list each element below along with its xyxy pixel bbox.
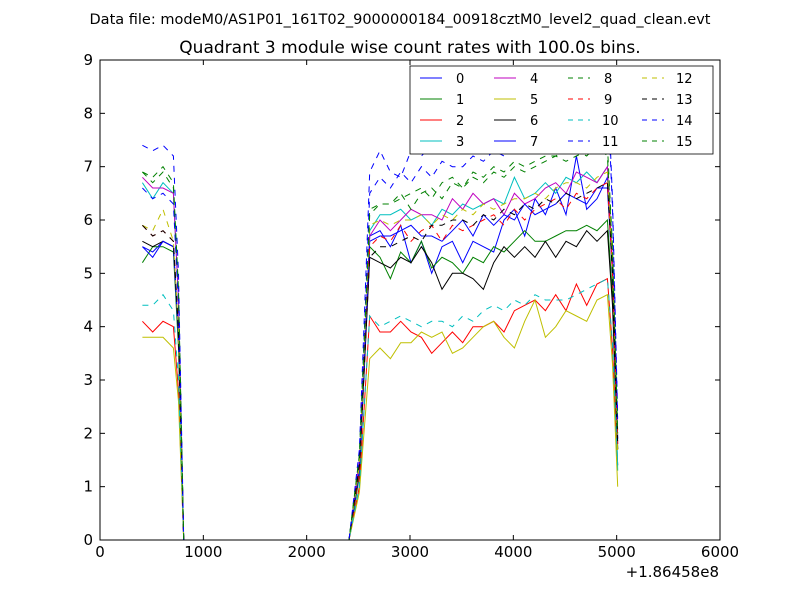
legend-label-6: 6 <box>530 114 538 129</box>
series-line-12 <box>142 171 619 540</box>
legend-label-3: 3 <box>456 135 464 150</box>
series-line-10 <box>142 277 619 540</box>
figure-suptitle: Data file: modeM0/AS1P01_161T02_90000001… <box>90 12 711 28</box>
legend-label-12: 12 <box>676 72 693 87</box>
legend-label-11: 11 <box>602 135 619 150</box>
series-line-7 <box>142 187 619 540</box>
series-line-1 <box>141 218 619 540</box>
y-tick-label: 4 <box>83 318 93 336</box>
legend-label-4: 4 <box>530 72 538 87</box>
series-line-5 <box>142 293 619 540</box>
legend-box <box>409 65 714 155</box>
legend-label-1: 1 <box>456 93 464 108</box>
y-tick-label: 7 <box>83 158 93 176</box>
series-line-11 <box>142 85 619 540</box>
series-line-0 <box>142 155 619 540</box>
series-line-2 <box>142 277 619 540</box>
legend-label-10: 10 <box>602 114 619 129</box>
legend-label-2: 2 <box>456 114 464 129</box>
x-tick-label: 2000 <box>288 543 326 561</box>
series-line-4 <box>142 165 619 540</box>
series-line-3 <box>141 165 619 540</box>
legend-label-13: 13 <box>676 93 693 108</box>
legend-label-0: 0 <box>456 72 464 87</box>
y-tick-label: 2 <box>83 424 93 442</box>
y-tick-label: 1 <box>83 478 93 496</box>
x-tick-label: 5000 <box>598 543 636 561</box>
y-tick-label: 0 <box>83 531 93 549</box>
y-tick-label: 8 <box>83 104 93 122</box>
x-tick-label: 4000 <box>494 543 532 561</box>
series-line-6 <box>142 229 619 540</box>
series-line-8 <box>142 144 619 540</box>
legend-label-7: 7 <box>530 135 538 150</box>
y-tick-label: 9 <box>83 51 93 69</box>
x-tick-label: 1000 <box>184 543 222 561</box>
legend-label-8: 8 <box>604 72 612 87</box>
x-tick-label: 6000 <box>701 543 739 561</box>
legend-label-9: 9 <box>604 93 612 108</box>
x-tick-label: 3000 <box>391 543 429 561</box>
chart-title: Quadrant 3 module wise count rates with … <box>179 38 640 58</box>
legend-label-14: 14 <box>676 114 693 129</box>
x-tick-label: 0 <box>95 543 105 561</box>
series-line-15 <box>142 144 619 540</box>
legend-label-15: 15 <box>676 135 693 150</box>
legend-label-5: 5 <box>530 93 538 108</box>
y-tick-label: 6 <box>83 211 93 229</box>
x-offset-label: +1.86458e8 <box>626 563 719 581</box>
y-tick-label: 5 <box>83 264 93 282</box>
y-tick-label: 3 <box>83 371 93 389</box>
